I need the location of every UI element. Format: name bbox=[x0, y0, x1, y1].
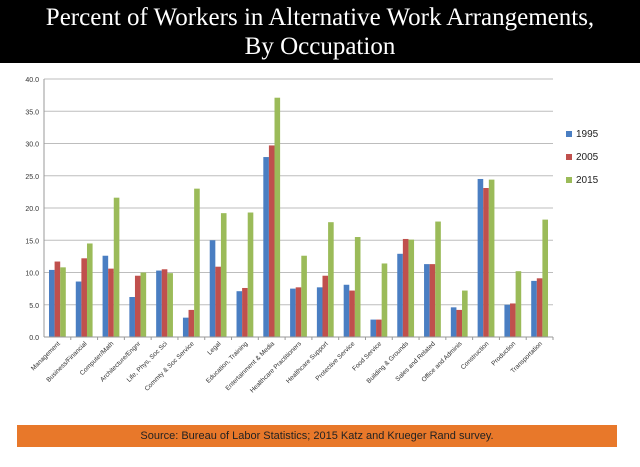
bar-2015 bbox=[462, 290, 468, 337]
bar-1995 bbox=[343, 284, 350, 337]
bar-1995 bbox=[236, 291, 243, 337]
bar-1995 bbox=[75, 281, 82, 337]
bar-2015 bbox=[301, 255, 307, 337]
title-line-2: By Occupation bbox=[244, 33, 396, 60]
bar-1995 bbox=[316, 287, 323, 337]
legend-label-1995: 1995 bbox=[576, 129, 599, 140]
bar-1995 bbox=[263, 157, 269, 337]
bar-2005 bbox=[161, 269, 168, 337]
y-tick-label: 40.0 bbox=[25, 77, 39, 84]
bar-2005 bbox=[376, 319, 382, 337]
source-note: Source: Bureau of Labor Statistics; 2015… bbox=[17, 425, 617, 447]
bar-2015 bbox=[408, 239, 415, 337]
y-tick-label: 20.0 bbox=[25, 206, 39, 213]
x-tick-label: Entertainment & Media bbox=[224, 340, 276, 392]
bar-1995 bbox=[531, 280, 537, 337]
y-tick-label: 35.0 bbox=[25, 109, 39, 116]
bar-2005 bbox=[134, 275, 141, 337]
bar-2015 bbox=[515, 271, 522, 337]
bar-2015 bbox=[194, 188, 200, 337]
bar-1995 bbox=[370, 319, 377, 337]
bar-2005 bbox=[108, 268, 114, 337]
x-tick-label: Construction bbox=[460, 340, 491, 371]
bar-1995 bbox=[504, 304, 511, 337]
bar-2005 bbox=[322, 275, 329, 337]
bar-1995 bbox=[290, 288, 296, 337]
bar-1995 bbox=[48, 269, 55, 337]
title-line-1: Percent of Workers in Alternative Work A… bbox=[45, 4, 595, 31]
bar-1995 bbox=[209, 240, 216, 337]
legend-label-2015: 2015 bbox=[576, 175, 599, 186]
bar-2015 bbox=[354, 237, 361, 337]
bar-2005 bbox=[268, 145, 275, 337]
bar-2005 bbox=[188, 309, 195, 337]
y-tick-label: 5.0 bbox=[29, 303, 39, 310]
bar-2015 bbox=[113, 197, 120, 337]
bar-2005 bbox=[54, 261, 61, 337]
bar-2005 bbox=[402, 238, 409, 337]
legend-swatch-2005 bbox=[566, 154, 572, 160]
bar-2015 bbox=[220, 213, 227, 337]
chart-title: Percent of Workers in Alternative Work A… bbox=[0, 0, 640, 63]
legend-swatch-2015 bbox=[566, 177, 572, 183]
bar-2015 bbox=[542, 219, 549, 337]
bar-2015 bbox=[435, 221, 441, 337]
bar-2005 bbox=[429, 264, 436, 337]
bar-2015 bbox=[140, 272, 147, 337]
bar-1995 bbox=[397, 253, 403, 337]
bar-1995 bbox=[102, 255, 109, 337]
bar-1995 bbox=[182, 317, 189, 337]
bar-2015 bbox=[328, 222, 334, 337]
bar-2015 bbox=[274, 97, 281, 337]
bar-2015 bbox=[488, 179, 495, 337]
y-tick-label: 30.0 bbox=[25, 142, 39, 149]
x-tick-label: Commty & Soc Service bbox=[144, 340, 196, 392]
y-tick-label: 10.0 bbox=[25, 271, 39, 278]
bar-2005 bbox=[536, 278, 543, 337]
y-tick-label: 15.0 bbox=[25, 238, 39, 245]
bar-chart: 0.05.010.015.020.025.030.035.040.0Manage… bbox=[25, 77, 599, 395]
bar-2015 bbox=[247, 212, 254, 337]
x-tick-label: Production bbox=[490, 340, 517, 367]
bar-1995 bbox=[424, 264, 430, 337]
y-tick-label: 25.0 bbox=[25, 174, 39, 181]
bar-2015 bbox=[60, 267, 66, 337]
bar-1995 bbox=[477, 178, 484, 337]
x-tick-label: Healthcare Practitioners bbox=[249, 340, 304, 395]
bar-2005 bbox=[456, 309, 463, 337]
bar-1995 bbox=[156, 270, 162, 337]
bar-1995 bbox=[450, 307, 457, 337]
legend-label-2005: 2005 bbox=[576, 152, 599, 163]
bar-2005 bbox=[81, 258, 87, 337]
bar-1995 bbox=[129, 297, 135, 337]
bar-2005 bbox=[483, 188, 489, 337]
legend-swatch-1995 bbox=[566, 131, 572, 137]
bar-2005 bbox=[510, 303, 516, 337]
bar-2005 bbox=[242, 287, 248, 337]
bar-2005 bbox=[215, 266, 221, 337]
bar-2005 bbox=[349, 290, 355, 337]
bar-2005 bbox=[295, 287, 302, 337]
x-tick-label: Legal bbox=[206, 340, 223, 357]
y-tick-label: 0.0 bbox=[29, 335, 39, 342]
bar-2015 bbox=[167, 273, 173, 337]
bar-2015 bbox=[381, 263, 388, 337]
bar-2015 bbox=[86, 243, 93, 337]
